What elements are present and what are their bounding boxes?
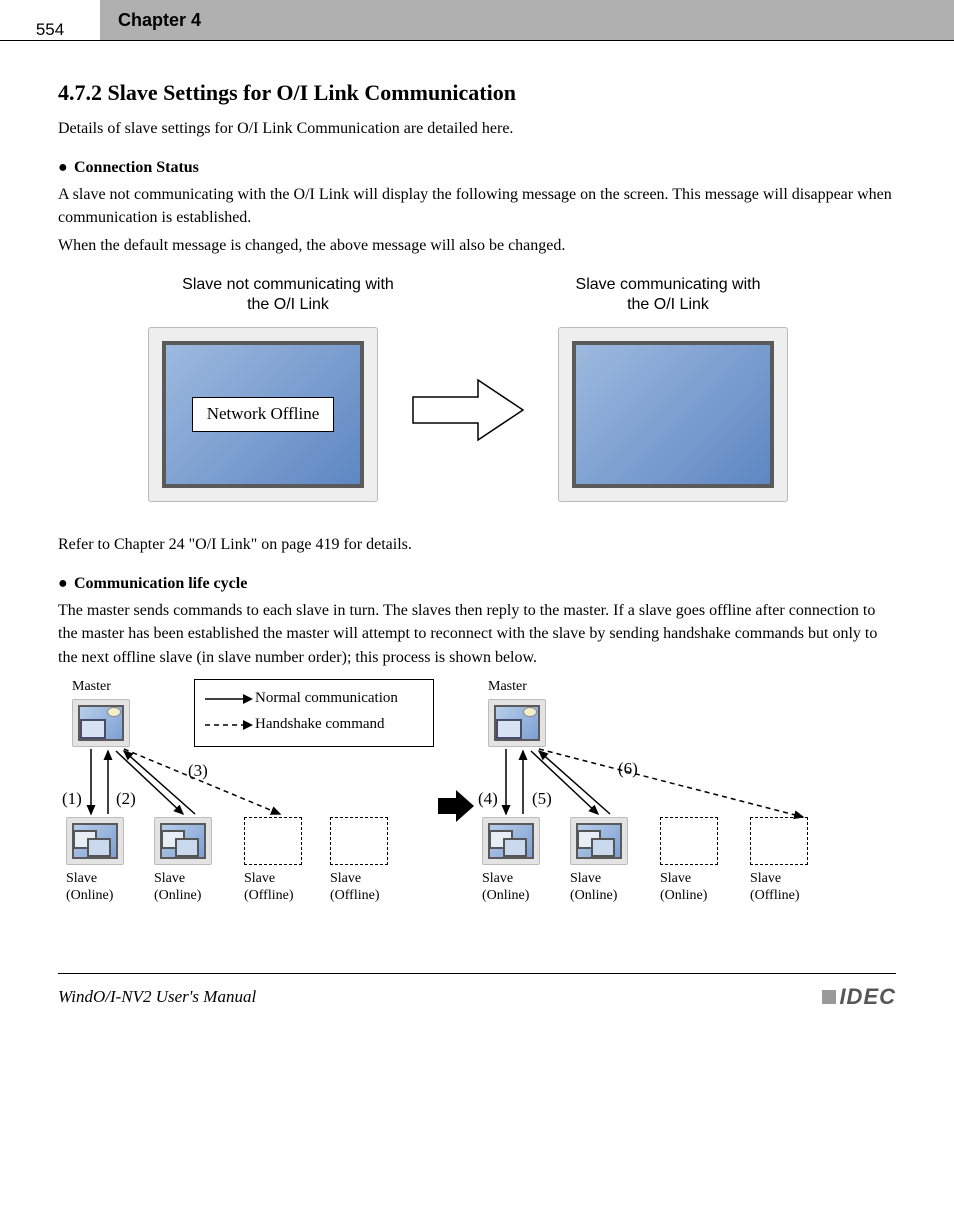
bullet-connection-status: ● Connection Status [58,156,896,179]
lbl-l3: Slave(Offline) [244,871,294,905]
page-number: 554 [0,0,100,40]
footer-title: WindO/I-NV2 User's Manual [58,987,256,1007]
bullet2-p: The master sends commands to each slave … [58,599,896,669]
header-bar: 554 Chapter 4 [0,0,954,41]
slave-l4-dash [330,817,388,865]
slave-r1 [482,817,540,865]
fig1-left-caption: Slave not communicating withthe O/I Link [153,275,423,315]
section-title: 4.7.2 Slave Settings for O/I Link Commun… [58,77,896,109]
footer: WindO/I-NV2 User's Manual IDEC [58,973,896,1010]
slave-l3-dash [244,817,302,865]
lbl-r1: Slave(Online) [482,871,529,905]
num-5: (5) [532,787,552,812]
screen-not-communicating: Network Offline [148,327,378,502]
bullet1-ref: Refer to Chapter 24 "O/I Link" on page 4… [58,533,896,556]
idec-logo: IDEC [822,984,896,1010]
lbl-l2: Slave(Online) [154,871,201,905]
num-3: (3) [188,759,208,784]
network-offline-box: Network Offline [192,397,335,432]
lbl-r2: Slave(Online) [570,871,617,905]
slave-l1 [66,817,124,865]
screen-communicating [558,327,788,502]
slave-r4-dash [750,817,808,865]
open-arrow-icon [408,375,528,445]
num-2: (2) [116,787,136,812]
bullet1-p1: A slave not communicating with the O/I L… [58,183,896,229]
slave-r3-dash [660,817,718,865]
figure-offline-online: Slave not communicating withthe O/I Link… [58,275,896,525]
bullet1-p2: When the default message is changed, the… [58,234,896,257]
num-6: (6) [618,757,638,782]
lbl-r3: Slave(Online) [660,871,707,905]
section-intro: Details of slave settings for O/I Link C… [58,117,896,140]
bullet2-title: Communication life cycle [74,572,247,595]
lbl-l4: Slave(Offline) [330,871,380,905]
num-1: (1) [62,787,82,812]
chapter-bar: Chapter 4 [100,0,954,40]
slave-r2 [570,817,628,865]
figure-lifecycle: Normal communication Handshake command M… [58,679,896,949]
num-4: (4) [478,787,498,812]
fig1-right-caption: Slave communicating withthe O/I Link [538,275,798,315]
slave-l2 [154,817,212,865]
thick-arrow-icon [436,789,476,823]
bullet-communication-lifecycle: ● Communication life cycle [58,572,896,595]
lbl-l1: Slave(Online) [66,871,113,905]
bullet1-title: Connection Status [74,156,199,179]
arrows-left [58,679,438,899]
lbl-r4: Slave(Offline) [750,871,800,905]
